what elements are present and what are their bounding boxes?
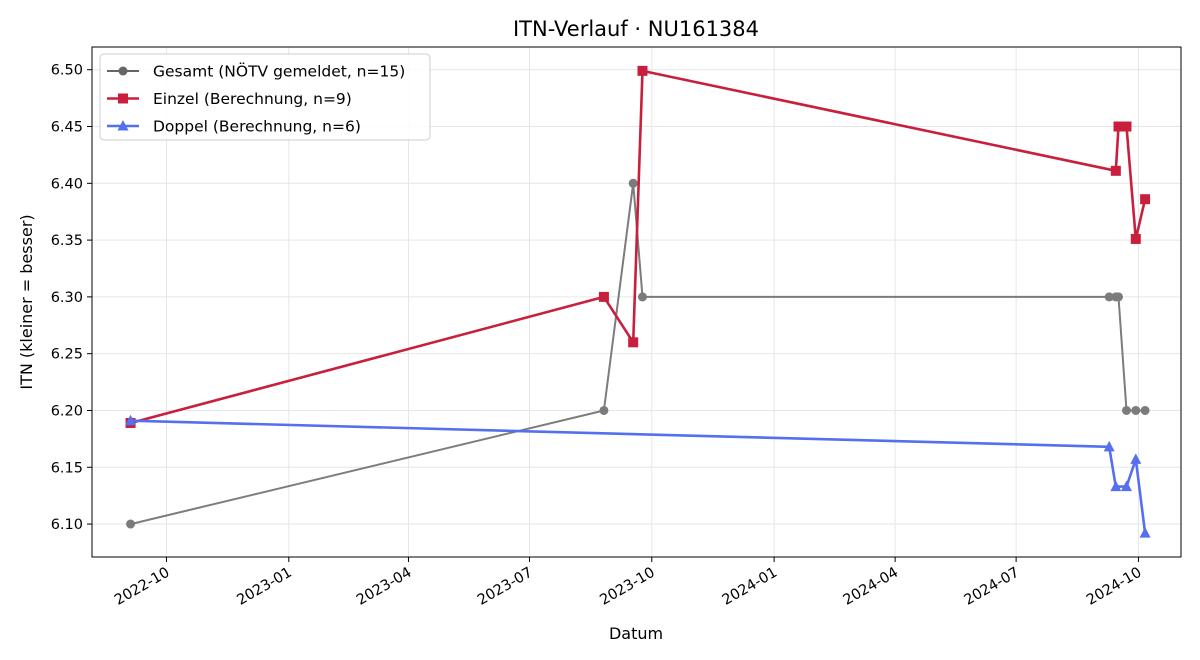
series-einzel-point (637, 65, 648, 76)
series-doppel-line (130, 419, 1147, 534)
series-einzel-point (1113, 121, 1124, 132)
series-gesamt (126, 178, 1150, 529)
series-gesamt-point (628, 178, 638, 188)
series-doppel-point (1110, 480, 1122, 492)
y-axis: 6.10 6.15 6.20 6.25 6.30 6.35 6.40 6.45 6.50 (51, 63, 92, 533)
y-tick-label: 6.30 (51, 290, 83, 306)
series-einzel-point (1110, 165, 1121, 176)
y-tick-label: 6.40 (51, 176, 83, 192)
series-doppel-point (1103, 440, 1115, 452)
series-gesamt-point (1140, 405, 1150, 415)
legend-einzel-label: Einzel (Berechnung, n=9) (153, 90, 352, 108)
series-gesamt-point (599, 405, 609, 415)
chart-title: ITN-Verlauf · NU161384 (513, 17, 759, 41)
series-gesamt-point (637, 292, 647, 302)
series-gesamt-point (1131, 405, 1141, 415)
y-tick-label: 6.35 (51, 233, 83, 249)
y-tick-label: 6.15 (51, 460, 83, 476)
series-einzel-point (598, 291, 609, 302)
y-tick-label: 6.50 (51, 63, 83, 79)
series-doppel-point (1120, 480, 1132, 492)
x-axis-label: Datum (609, 624, 663, 643)
series-doppel-point (1130, 453, 1142, 464)
series-doppel-point (125, 414, 137, 426)
series-gesamt-point (1114, 292, 1124, 302)
legend: Gesamt (NÖTV gemeldet, n=15) Einzel (Bere… (99, 53, 431, 141)
y-axis-label: ITN (kleiner = besser) (17, 214, 36, 389)
series-doppel (125, 414, 1151, 538)
series-gesamt-point (1121, 405, 1131, 415)
series-einzel-point (1130, 233, 1141, 244)
legend-gesamt-label: Gesamt (NÖTV gemeldet, n=15) (153, 62, 405, 81)
legend-gesamt-marker (118, 66, 128, 76)
series-doppel-point (1139, 527, 1151, 538)
plot-frame (91, 46, 1182, 558)
y-tick-label: 6.25 (51, 347, 83, 363)
series-einzel-point (1140, 194, 1151, 205)
series-gesamt-point (126, 519, 136, 529)
legend-doppel-label: Doppel (Berechnung, n=6) (153, 118, 361, 136)
legend-doppel-marker (117, 120, 129, 131)
y-tick-label: 6.10 (51, 517, 83, 533)
legend-einzel-marker (118, 93, 128, 104)
series-gesamt-point (1104, 292, 1114, 302)
legend-box (99, 53, 431, 141)
y-tick-label: 6.45 (51, 120, 83, 136)
series-einzel-point (1121, 121, 1132, 132)
series-layer (125, 65, 1151, 538)
series-einzel-point (628, 337, 639, 348)
y-tick-label: 6.20 (51, 403, 83, 419)
